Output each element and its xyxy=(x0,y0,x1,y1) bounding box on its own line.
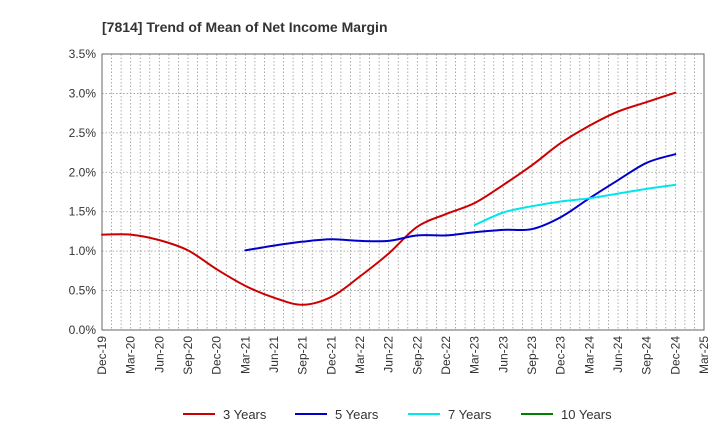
x-tick-label: Jun-23 xyxy=(496,336,510,373)
x-tick-label: Sep-23 xyxy=(525,336,539,375)
x-tick-label: Jun-21 xyxy=(267,336,281,373)
x-axis: Dec-19 Mar-20 Jun-20 Sep-20 Dec-20 Mar-21 Jun-… xyxy=(95,336,711,375)
y-tick-label: 1.0% xyxy=(69,244,97,258)
x-tick-label: Dec-24 xyxy=(668,336,682,375)
x-tick-label: Jun-24 xyxy=(611,336,625,373)
x-tick-label: Dec-20 xyxy=(210,336,224,375)
series-line-3-years xyxy=(101,91,677,306)
series-layer xyxy=(101,91,677,306)
x-tick-label: Mar-23 xyxy=(468,336,482,374)
legend-label: 10 Years xyxy=(561,407,612,422)
x-tick-label: Dec-23 xyxy=(554,336,568,375)
x-tick-label: Sep-21 xyxy=(296,336,310,375)
y-tick-label: 3.0% xyxy=(69,86,97,100)
legend-label: 3 Years xyxy=(223,407,267,422)
y-tick-label: 1.5% xyxy=(69,205,97,219)
x-tick-label: Mar-24 xyxy=(582,336,596,374)
y-axis: 0.0% 0.5% 1.0% 1.5% 2.0% 2.5% 3.0% 3.5% xyxy=(69,47,97,337)
plot-area xyxy=(102,54,704,330)
x-tick-label: Sep-24 xyxy=(640,336,654,375)
series-line-7-years xyxy=(473,183,677,227)
plot-area-background xyxy=(102,54,704,330)
x-tick-label: Mar-21 xyxy=(238,336,252,374)
legend-item-10-years: 10 Years xyxy=(521,407,612,422)
chart-title: [7814] Trend of Mean of Net Income Margi… xyxy=(102,19,388,35)
legend-label: 7 Years xyxy=(448,407,492,422)
y-tick-label: 2.5% xyxy=(69,126,97,140)
legend-item-3-years: 3 Years xyxy=(183,407,267,422)
x-tick-label: Jun-22 xyxy=(382,336,396,373)
x-tick-label: Dec-19 xyxy=(95,336,109,375)
x-tick-label: Mar-20 xyxy=(124,336,138,374)
plot-frame xyxy=(101,53,705,331)
y-tick-label: 3.5% xyxy=(69,47,97,61)
x-tick-label: Dec-22 xyxy=(439,336,453,375)
y-tick-label: 0.5% xyxy=(69,284,97,298)
x-tick-label: Dec-21 xyxy=(324,336,338,375)
x-tick-label: Jun-20 xyxy=(152,336,166,373)
y-tick-label: 0.0% xyxy=(69,323,97,337)
x-tick-label: Mar-25 xyxy=(697,336,711,374)
x-tick-label: Sep-20 xyxy=(181,336,195,375)
legend: 3 Years 5 Years 7 Years 10 Years xyxy=(183,407,612,422)
legend-label: 5 Years xyxy=(335,407,379,422)
y-tick-label: 2.0% xyxy=(69,165,97,179)
legend-item-7-years: 7 Years xyxy=(408,407,492,422)
x-tick-label: Mar-22 xyxy=(353,336,367,374)
x-tick-label: Sep-22 xyxy=(410,336,424,375)
series-line-5-years xyxy=(244,153,677,252)
legend-item-5-years: 5 Years xyxy=(295,407,379,422)
